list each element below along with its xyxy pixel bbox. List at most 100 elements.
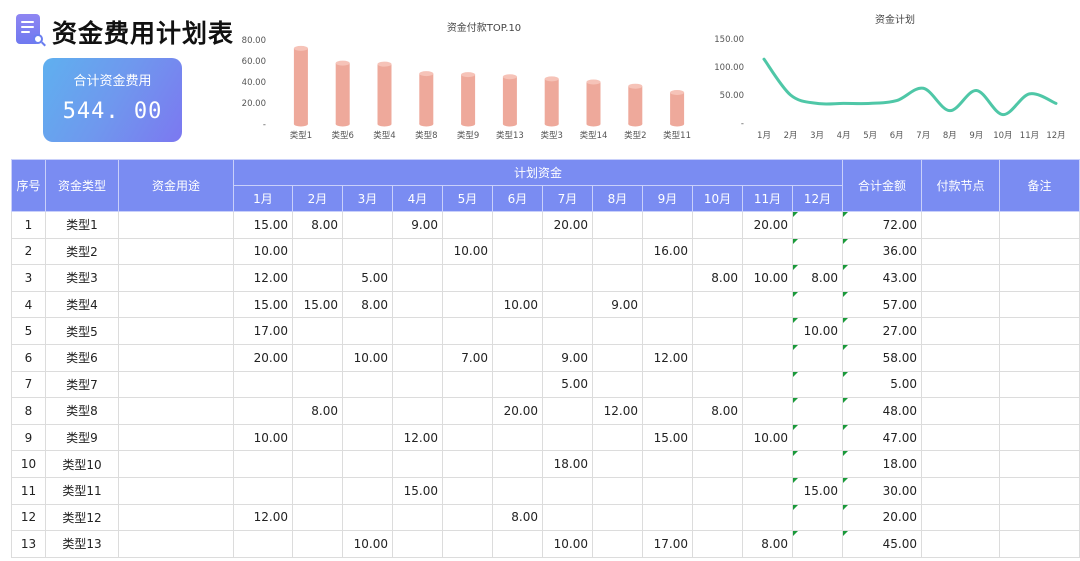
month-amount-cell[interactable] bbox=[592, 423, 643, 452]
month-amount-cell[interactable] bbox=[742, 343, 793, 372]
month-amount-cell[interactable]: 20.00 bbox=[742, 211, 793, 239]
payment-node-cell[interactable] bbox=[921, 290, 1000, 319]
month-amount-cell[interactable]: 8.00 bbox=[742, 530, 793, 558]
fund-type-cell[interactable]: 类型4 bbox=[45, 290, 119, 319]
remark-cell[interactable] bbox=[999, 264, 1080, 292]
month-amount-cell[interactable]: 9.00 bbox=[592, 290, 643, 319]
remark-cell[interactable] bbox=[999, 317, 1080, 345]
month-amount-cell[interactable] bbox=[392, 237, 443, 266]
fund-usage-cell[interactable] bbox=[118, 503, 234, 532]
remark-cell[interactable] bbox=[999, 237, 1080, 266]
month-amount-cell[interactable]: 15.00 bbox=[642, 423, 693, 452]
month-amount-cell[interactable]: 9.00 bbox=[392, 211, 443, 239]
month-amount-cell[interactable]: 8.00 bbox=[792, 264, 843, 292]
month-amount-cell[interactable]: 10.00 bbox=[342, 343, 393, 372]
fund-type-cell[interactable]: 类型8 bbox=[45, 397, 119, 425]
month-amount-cell[interactable] bbox=[542, 264, 593, 292]
remark-cell[interactable] bbox=[999, 343, 1080, 372]
month-amount-cell[interactable] bbox=[292, 503, 343, 532]
payment-node-cell[interactable] bbox=[921, 264, 1000, 292]
month-amount-cell[interactable] bbox=[442, 290, 493, 319]
month-amount-cell[interactable] bbox=[642, 450, 693, 478]
month-amount-cell[interactable] bbox=[742, 237, 793, 266]
month-amount-cell[interactable]: 10.00 bbox=[233, 237, 293, 266]
fund-usage-cell[interactable] bbox=[118, 476, 234, 505]
seq-cell[interactable]: 12 bbox=[11, 503, 46, 532]
month-amount-cell[interactable] bbox=[342, 211, 393, 239]
total-amount-cell[interactable]: 45.00 bbox=[842, 530, 922, 558]
month-amount-cell[interactable] bbox=[592, 264, 643, 292]
seq-cell[interactable]: 2 bbox=[11, 237, 46, 266]
month-amount-cell[interactable] bbox=[342, 397, 393, 425]
total-amount-cell[interactable]: 47.00 bbox=[842, 423, 922, 452]
payment-node-cell[interactable] bbox=[921, 370, 1000, 399]
month-amount-cell[interactable] bbox=[792, 397, 843, 425]
month-amount-cell[interactable] bbox=[492, 530, 543, 558]
month-amount-cell[interactable] bbox=[342, 237, 393, 266]
month-amount-cell[interactable]: 15.00 bbox=[392, 476, 443, 505]
month-amount-cell[interactable] bbox=[692, 476, 743, 505]
month-amount-cell[interactable] bbox=[592, 317, 643, 345]
month-amount-cell[interactable] bbox=[292, 317, 343, 345]
month-amount-cell[interactable] bbox=[233, 397, 293, 425]
remark-cell[interactable] bbox=[999, 530, 1080, 558]
month-amount-cell[interactable]: 15.00 bbox=[792, 476, 843, 505]
seq-cell[interactable]: 4 bbox=[11, 290, 46, 319]
fund-type-cell[interactable]: 类型10 bbox=[45, 450, 119, 478]
remark-cell[interactable] bbox=[999, 290, 1080, 319]
month-amount-cell[interactable] bbox=[592, 343, 643, 372]
month-amount-cell[interactable]: 12.00 bbox=[233, 264, 293, 292]
month-amount-cell[interactable] bbox=[792, 530, 843, 558]
month-amount-cell[interactable]: 5.00 bbox=[542, 370, 593, 399]
month-amount-cell[interactable] bbox=[292, 343, 343, 372]
month-amount-cell[interactable]: 8.00 bbox=[492, 503, 543, 532]
month-amount-cell[interactable]: 8.00 bbox=[292, 211, 343, 239]
total-amount-cell[interactable]: 57.00 bbox=[842, 290, 922, 319]
month-amount-cell[interactable]: 8.00 bbox=[692, 264, 743, 292]
seq-cell[interactable]: 13 bbox=[11, 530, 46, 558]
fund-usage-cell[interactable] bbox=[118, 450, 234, 478]
remark-cell[interactable] bbox=[999, 450, 1080, 478]
month-amount-cell[interactable] bbox=[392, 290, 443, 319]
payment-node-cell[interactable] bbox=[921, 317, 1000, 345]
fund-type-cell[interactable]: 类型6 bbox=[45, 343, 119, 372]
month-amount-cell[interactable]: 10.00 bbox=[233, 423, 293, 452]
month-amount-cell[interactable] bbox=[292, 450, 343, 478]
seq-cell[interactable]: 9 bbox=[11, 423, 46, 452]
payment-node-cell[interactable] bbox=[921, 343, 1000, 372]
month-amount-cell[interactable] bbox=[692, 317, 743, 345]
month-amount-cell[interactable]: 15.00 bbox=[233, 290, 293, 319]
month-amount-cell[interactable] bbox=[392, 343, 443, 372]
month-amount-cell[interactable] bbox=[442, 476, 493, 505]
month-amount-cell[interactable] bbox=[392, 503, 443, 532]
payment-node-cell[interactable] bbox=[921, 211, 1000, 239]
month-amount-cell[interactable]: 5.00 bbox=[342, 264, 393, 292]
month-amount-cell[interactable] bbox=[342, 317, 393, 345]
month-amount-cell[interactable]: 10.00 bbox=[792, 317, 843, 345]
total-amount-cell[interactable]: 48.00 bbox=[842, 397, 922, 425]
month-amount-cell[interactable] bbox=[792, 211, 843, 239]
fund-usage-cell[interactable] bbox=[118, 530, 234, 558]
payment-node-cell[interactable] bbox=[921, 530, 1000, 558]
total-amount-cell[interactable]: 58.00 bbox=[842, 343, 922, 372]
month-amount-cell[interactable] bbox=[642, 317, 693, 345]
month-amount-cell[interactable] bbox=[592, 237, 643, 266]
month-amount-cell[interactable] bbox=[342, 450, 393, 478]
seq-cell[interactable]: 3 bbox=[11, 264, 46, 292]
month-amount-cell[interactable] bbox=[542, 476, 593, 505]
month-amount-cell[interactable] bbox=[592, 370, 643, 399]
payment-node-cell[interactable] bbox=[921, 397, 1000, 425]
month-amount-cell[interactable] bbox=[392, 317, 443, 345]
month-amount-cell[interactable] bbox=[542, 503, 593, 532]
total-amount-cell[interactable]: 20.00 bbox=[842, 503, 922, 532]
month-amount-cell[interactable]: 8.00 bbox=[342, 290, 393, 319]
fund-usage-cell[interactable] bbox=[118, 317, 234, 345]
seq-cell[interactable]: 6 bbox=[11, 343, 46, 372]
total-amount-cell[interactable]: 5.00 bbox=[842, 370, 922, 399]
month-amount-cell[interactable] bbox=[292, 237, 343, 266]
month-amount-cell[interactable] bbox=[442, 450, 493, 478]
month-amount-cell[interactable] bbox=[542, 290, 593, 319]
month-amount-cell[interactable] bbox=[492, 450, 543, 478]
payment-node-cell[interactable] bbox=[921, 423, 1000, 452]
month-amount-cell[interactable] bbox=[292, 530, 343, 558]
